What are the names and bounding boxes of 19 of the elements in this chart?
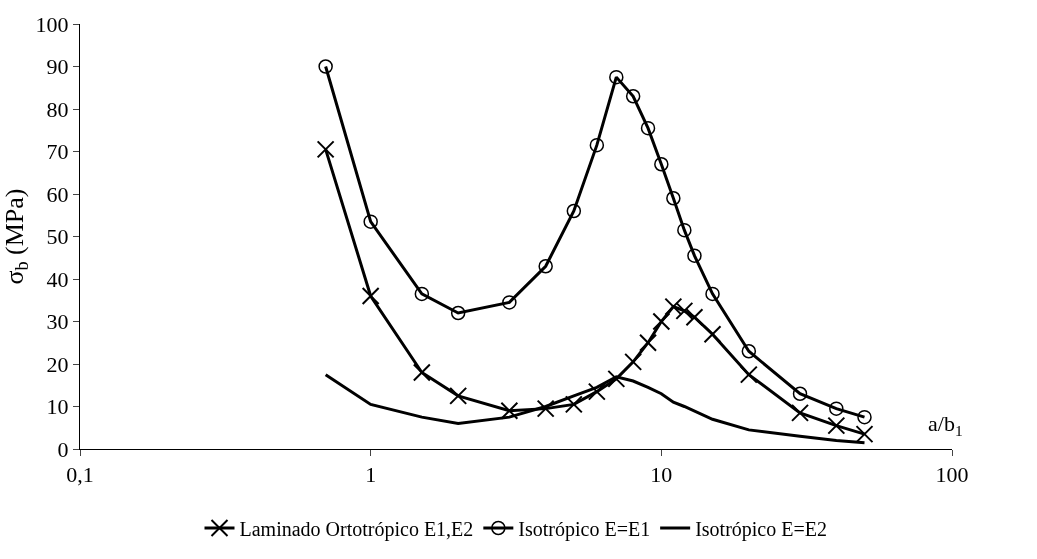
y-tick-label: 70 — [46, 139, 69, 165]
x-axis-title: a/b$_{1}$ — [928, 411, 963, 439]
y-tick-label: 40 — [46, 266, 69, 292]
x-tick-label: 100 — [935, 462, 969, 488]
x-tick-label: 10 — [650, 462, 673, 488]
legend-label: Isotrópico E=E2 — [695, 517, 827, 541]
y-tick-label: 50 — [46, 224, 69, 250]
y-tick-label: 60 — [46, 181, 69, 207]
x-tick-label: 0,1 — [66, 462, 94, 488]
x-tick-label: 1 — [365, 462, 377, 488]
legend-label: Laminado Ortotrópico E1,E2 — [239, 517, 474, 541]
y-tick-label: 10 — [46, 394, 69, 420]
y-tick-label: 100 — [35, 11, 69, 37]
y-tick-label: 0 — [57, 436, 69, 462]
legend-label: Isotrópico E=E1 — [518, 517, 651, 541]
y-tick-label: 30 — [46, 309, 69, 335]
y-tick-label: 80 — [46, 96, 69, 122]
y-tick-label: 20 — [46, 351, 69, 377]
y-tick-label: 90 — [46, 54, 69, 80]
